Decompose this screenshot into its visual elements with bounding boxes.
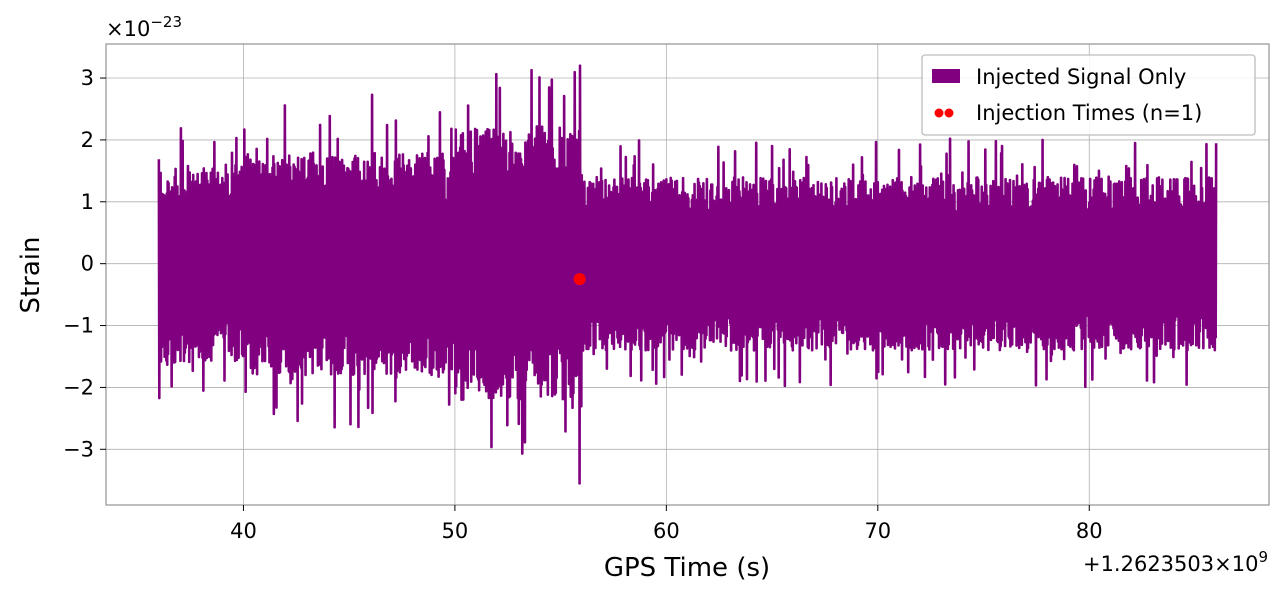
tick-layer: 40 50 60 70 80 −3 −2 −1 0 1 2 3 xyxy=(63,66,1103,543)
plot-frame xyxy=(105,43,1270,506)
y-tick-label: −1 xyxy=(63,314,94,338)
y-multiplier-base: ×10 xyxy=(106,17,150,41)
x-tick-label: 80 xyxy=(1076,519,1103,543)
y-tick-label: 3 xyxy=(81,66,94,90)
series-injected-signal-line xyxy=(157,64,1218,485)
legend-swatch-injected-signal xyxy=(932,69,960,83)
x-tick-label: 60 xyxy=(653,519,680,543)
legend-marker-injection-times-b xyxy=(944,108,954,118)
series-layer xyxy=(157,64,1218,485)
y-tick-label: −3 xyxy=(63,437,94,461)
y-multiplier-exponent: −23 xyxy=(150,13,182,31)
x-offset-base: +1.2623503×10 xyxy=(1083,552,1258,576)
legend-box xyxy=(921,54,1256,136)
x-offset-exponent: 9 xyxy=(1258,548,1268,566)
x-tick-label: 50 xyxy=(442,519,469,543)
legend-label-injection-times: Injection Times (n=1) xyxy=(976,101,1202,125)
y-tick-label: −2 xyxy=(63,375,94,399)
legend-label-injected-signal: Injected Signal Only xyxy=(976,65,1186,89)
x-offset-label: +1.2623503×109 xyxy=(1083,548,1268,576)
injection-time-point xyxy=(573,273,586,286)
y-tick-label: 1 xyxy=(81,190,94,214)
legend: Injected Signal Only Injection Times (n=… xyxy=(921,54,1256,136)
y-axis-title: Strain xyxy=(16,236,46,313)
x-axis-title: GPS Time (s) xyxy=(604,553,770,583)
legend-marker-injection-times-a xyxy=(934,108,944,118)
x-tick-label: 70 xyxy=(864,519,891,543)
y-multiplier-label: ×10−23 xyxy=(106,13,182,41)
x-tick-label: 40 xyxy=(230,519,257,543)
y-tick-label: 0 xyxy=(81,252,94,276)
injection-points xyxy=(573,273,586,286)
y-tick-label: 2 xyxy=(81,128,94,152)
